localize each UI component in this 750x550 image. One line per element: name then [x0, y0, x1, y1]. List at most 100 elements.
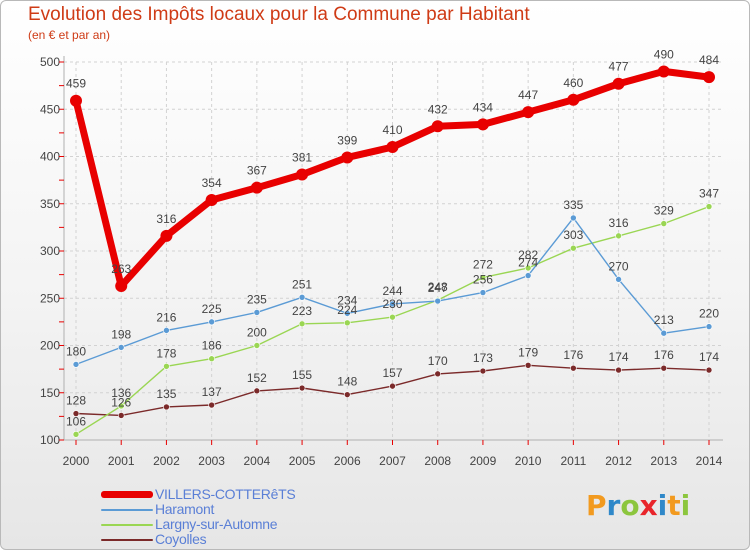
- data-label: 484: [699, 53, 719, 67]
- data-point: [567, 93, 580, 106]
- data-label: 235: [247, 292, 267, 306]
- data-point: [524, 264, 532, 272]
- data-point: [705, 366, 713, 374]
- x-tick-label: 2014: [696, 454, 723, 468]
- data-point: [570, 244, 577, 252]
- data-point: [72, 431, 80, 438]
- data-point: [298, 294, 306, 301]
- data-point: [524, 272, 532, 279]
- data-point: [479, 289, 487, 296]
- y-tick-label: 200: [40, 339, 60, 353]
- data-label: 225: [202, 302, 222, 316]
- data-point: [253, 342, 261, 349]
- data-point: [298, 320, 306, 328]
- data-point: [208, 401, 215, 409]
- data-label: 174: [609, 350, 629, 364]
- x-tick-label: 2004: [244, 454, 271, 468]
- data-label: 230: [382, 297, 402, 311]
- data-label: 179: [518, 345, 538, 359]
- data-point: [657, 65, 670, 78]
- data-label: 223: [292, 304, 312, 318]
- data-point: [70, 94, 82, 107]
- data-label: 432: [428, 102, 448, 116]
- chart-subtitle: (en € et par an): [28, 28, 111, 42]
- data-point: [298, 384, 306, 392]
- data-label: 410: [382, 123, 402, 137]
- data-point: [615, 276, 622, 283]
- data-point: [479, 274, 487, 281]
- x-tick-label: 2008: [424, 454, 451, 468]
- data-point: [296, 168, 309, 181]
- x-tick-label: 2009: [470, 454, 497, 468]
- data-label: 106: [66, 414, 86, 428]
- data-label: 272: [473, 257, 493, 271]
- logo-letter: t: [667, 489, 681, 522]
- data-label: 270: [609, 259, 629, 273]
- data-point: [705, 203, 713, 210]
- data-point: [117, 412, 125, 419]
- data-label: 174: [699, 350, 719, 364]
- data-point: [389, 300, 396, 308]
- data-label: 335: [563, 198, 583, 212]
- data-label: 234: [337, 293, 357, 307]
- data-label: 136: [111, 386, 131, 400]
- data-label: 347: [699, 187, 719, 201]
- y-tick-label: 100: [40, 433, 60, 447]
- x-tick-label: 2007: [379, 454, 406, 468]
- x-tick-label: 2010: [515, 454, 542, 468]
- y-tick-label: 400: [40, 150, 60, 164]
- data-label: 303: [563, 228, 583, 242]
- data-label: 459: [66, 77, 86, 91]
- logo-letter: P: [586, 489, 607, 522]
- data-label: 381: [292, 150, 312, 164]
- legend-swatch-villers: [101, 491, 153, 498]
- chart-title: Evolution des Impôts locaux pour la Comm…: [28, 4, 530, 25]
- data-label: 135: [156, 387, 176, 401]
- data-label: 152: [247, 371, 267, 385]
- data-point: [208, 355, 215, 363]
- data-point: [253, 309, 261, 316]
- data-point: [117, 402, 125, 410]
- data-point: [343, 319, 351, 327]
- data-point: [72, 361, 80, 368]
- data-label: 148: [337, 375, 357, 389]
- data-point: [343, 310, 351, 317]
- legend-swatch-coyolles: [101, 539, 153, 541]
- data-label: 460: [563, 76, 583, 90]
- y-tick-label: 500: [40, 55, 60, 69]
- data-point: [115, 279, 128, 292]
- data-label: 198: [111, 327, 131, 341]
- x-tick-label: 2003: [198, 454, 225, 468]
- data-label: 137: [202, 385, 222, 399]
- data-point: [208, 318, 215, 326]
- legend-label-villers: VILLERS-COTTERêTS: [155, 486, 296, 502]
- data-label: 274: [518, 256, 538, 270]
- data-point: [524, 362, 532, 369]
- data-label: 180: [66, 344, 86, 358]
- data-label: 224: [337, 303, 357, 317]
- data-label: 251: [292, 277, 312, 291]
- x-tick-label: 2012: [605, 454, 632, 468]
- data-point: [163, 403, 170, 411]
- data-point: [660, 329, 668, 337]
- y-tick-label: 300: [40, 244, 60, 258]
- legend-label-coyolles: Coyolles: [155, 531, 207, 547]
- data-label: 247: [428, 281, 448, 295]
- data-label: 200: [247, 326, 267, 340]
- data-point: [615, 366, 622, 374]
- y-tick-label: 150: [40, 386, 60, 400]
- data-label: 329: [654, 204, 674, 218]
- data-point: [163, 362, 170, 370]
- logo-letter: x: [639, 489, 658, 522]
- legend-label-largny: Largny-sur-Automne: [155, 516, 278, 532]
- data-point: [205, 193, 218, 206]
- data-label: 367: [247, 164, 267, 178]
- data-label: 176: [654, 348, 674, 362]
- data-label: 316: [156, 212, 176, 226]
- data-point: [341, 151, 354, 164]
- data-point: [476, 118, 489, 131]
- data-label: 126: [111, 395, 131, 409]
- data-point: [163, 327, 170, 334]
